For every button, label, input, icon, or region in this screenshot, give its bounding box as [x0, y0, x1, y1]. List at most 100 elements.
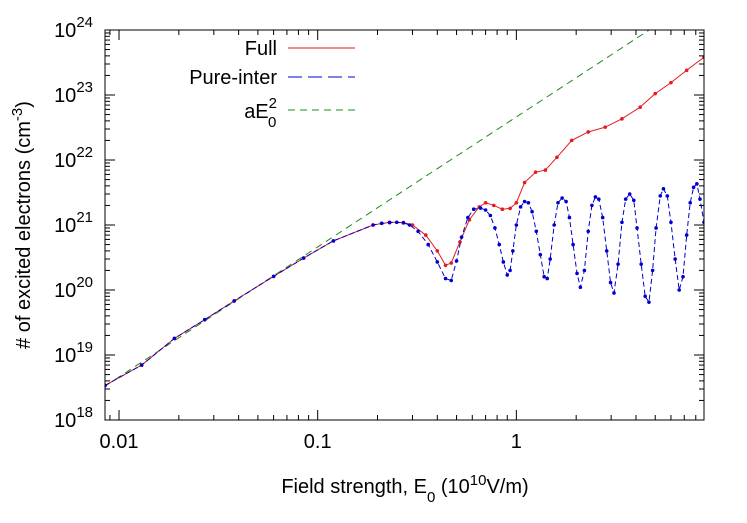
legend-entry-full: Full [245, 38, 355, 60]
series-point-1 [691, 185, 696, 190]
series-point-1 [575, 271, 579, 276]
series-point-1 [401, 221, 406, 225]
y-tick-label: 1021 [54, 209, 93, 237]
series-point-1 [139, 363, 144, 367]
series-point-1 [552, 223, 556, 227]
series-point-1 [449, 278, 454, 283]
series-point-1 [471, 207, 476, 211]
series-point-1 [661, 187, 666, 191]
series-point-1 [604, 249, 609, 253]
series-point-1 [426, 242, 431, 247]
series-point-1 [695, 182, 699, 186]
tick-layer [105, 29, 704, 421]
series-point-1 [582, 268, 587, 273]
series-point-1 [371, 223, 375, 227]
series-point-1 [650, 268, 655, 273]
series-point-1 [407, 223, 412, 227]
tick-label-layer: 0.01 0.1 1 1018 1019 1020 1021 1022 1023 1024 [54, 14, 522, 453]
series-point-0 [555, 155, 559, 160]
series-point-1 [443, 276, 448, 281]
series-point-1 [505, 273, 510, 277]
series-point-1 [556, 200, 560, 205]
legend-label-full: Full [245, 38, 277, 60]
y-tick-label: 1020 [54, 274, 93, 302]
series-point-0 [638, 105, 642, 109]
y-tick-label: 1023 [54, 79, 93, 107]
series-point-1 [459, 235, 464, 239]
series-point-1 [665, 194, 670, 198]
series-point-1 [530, 209, 534, 214]
series-point-1 [639, 262, 643, 266]
series-point-1 [511, 249, 515, 253]
series-point-0 [449, 261, 454, 265]
series-point-1 [542, 274, 546, 279]
series-point-1 [590, 203, 594, 208]
series-point-1 [435, 260, 440, 264]
series-line-2 [105, 30, 650, 387]
series-point-0 [684, 68, 689, 73]
series-point-0 [653, 91, 658, 96]
series-point-0 [492, 203, 496, 208]
series-point-0 [586, 130, 591, 134]
series-point-1 [578, 285, 583, 290]
series-point-0 [443, 263, 448, 268]
x-tick-label: 0.01 [100, 431, 139, 453]
series-point-1 [514, 223, 519, 227]
series-point-1 [673, 257, 677, 261]
series-point-0 [669, 80, 673, 85]
series-point-1 [522, 199, 527, 204]
series-point-1 [597, 197, 601, 201]
series-point-1 [232, 299, 237, 303]
series-point-1 [394, 220, 399, 225]
series-point-1 [564, 199, 568, 204]
x-tick-label: 0.1 [304, 431, 332, 453]
y-axis-label: # of excited electrons (cm-3) [9, 101, 36, 349]
series-point-1 [387, 220, 392, 225]
legend-label-pure-inter: Pure-inter [189, 67, 277, 89]
series-point-1 [647, 300, 651, 304]
series-point-1 [658, 194, 663, 198]
series-point-0 [522, 180, 527, 185]
series-point-1 [493, 226, 497, 230]
series-point-1 [538, 252, 543, 257]
y-tick-label: 1018 [54, 404, 93, 432]
series-point-1 [684, 233, 689, 237]
series-point-1 [379, 221, 384, 226]
series-point-0 [620, 117, 624, 121]
series-point-0 [423, 233, 428, 237]
y-tick-label: 1024 [54, 14, 93, 42]
series-point-0 [514, 200, 519, 205]
legend-entry-ae0-squared: aE2 0 [244, 95, 355, 131]
series-point-1 [501, 260, 506, 264]
series-point-1 [620, 220, 624, 225]
legend: Full Pure-inter aE2 0 [189, 38, 355, 131]
series-point-1 [593, 195, 598, 199]
series-point-1 [497, 242, 502, 247]
series-point-1 [483, 208, 488, 212]
series-point-1 [548, 257, 552, 261]
series-point-1 [331, 239, 336, 243]
series-point-1 [172, 336, 177, 341]
series-point-0 [508, 206, 512, 211]
series-point-0 [500, 207, 505, 211]
series-point-1 [608, 280, 613, 285]
series-point-0 [533, 170, 538, 174]
series-point-1 [518, 205, 523, 209]
series-point-1 [478, 206, 483, 210]
series-point-1 [301, 256, 306, 260]
series-point-1 [631, 198, 636, 203]
series-point-0 [483, 200, 488, 205]
series-point-1 [654, 226, 658, 230]
series-point-1 [643, 294, 647, 299]
series-point-1 [271, 274, 276, 279]
series-point-1 [454, 259, 459, 263]
series-point-1 [416, 229, 420, 234]
series-point-1 [571, 242, 575, 247]
series-point-1 [545, 276, 550, 281]
series-point-1 [612, 291, 616, 295]
series-point-1 [466, 215, 470, 220]
series-point-1 [627, 192, 632, 196]
series-point-1 [698, 197, 702, 201]
y-tick-label: 1022 [54, 144, 93, 172]
